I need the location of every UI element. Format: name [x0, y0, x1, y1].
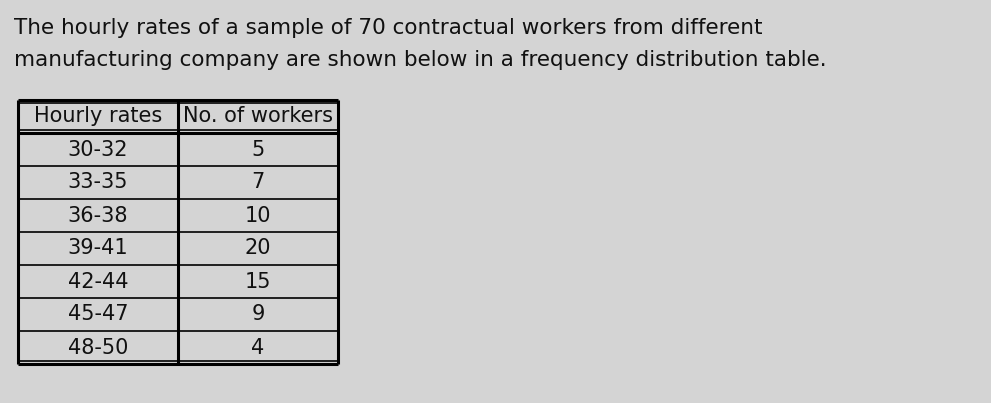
Text: 42-44: 42-44: [67, 272, 128, 291]
Text: 5: 5: [252, 139, 265, 160]
Text: 36-38: 36-38: [67, 206, 128, 226]
Text: 33-35: 33-35: [67, 172, 128, 193]
Text: 30-32: 30-32: [67, 139, 128, 160]
Text: 39-41: 39-41: [67, 239, 128, 258]
Text: No. of workers: No. of workers: [183, 106, 333, 127]
Text: 4: 4: [252, 337, 265, 357]
Text: 45-47: 45-47: [67, 305, 128, 324]
Text: 48-50: 48-50: [67, 337, 128, 357]
Text: 9: 9: [252, 305, 265, 324]
Text: 7: 7: [252, 172, 265, 193]
Text: The hourly rates of a sample of 70 contractual workers from different: The hourly rates of a sample of 70 contr…: [14, 18, 762, 38]
Text: 10: 10: [245, 206, 272, 226]
Text: 15: 15: [245, 272, 272, 291]
Text: Hourly rates: Hourly rates: [34, 106, 163, 127]
Text: manufacturing company are shown below in a frequency distribution table.: manufacturing company are shown below in…: [14, 50, 826, 70]
Text: 20: 20: [245, 239, 272, 258]
